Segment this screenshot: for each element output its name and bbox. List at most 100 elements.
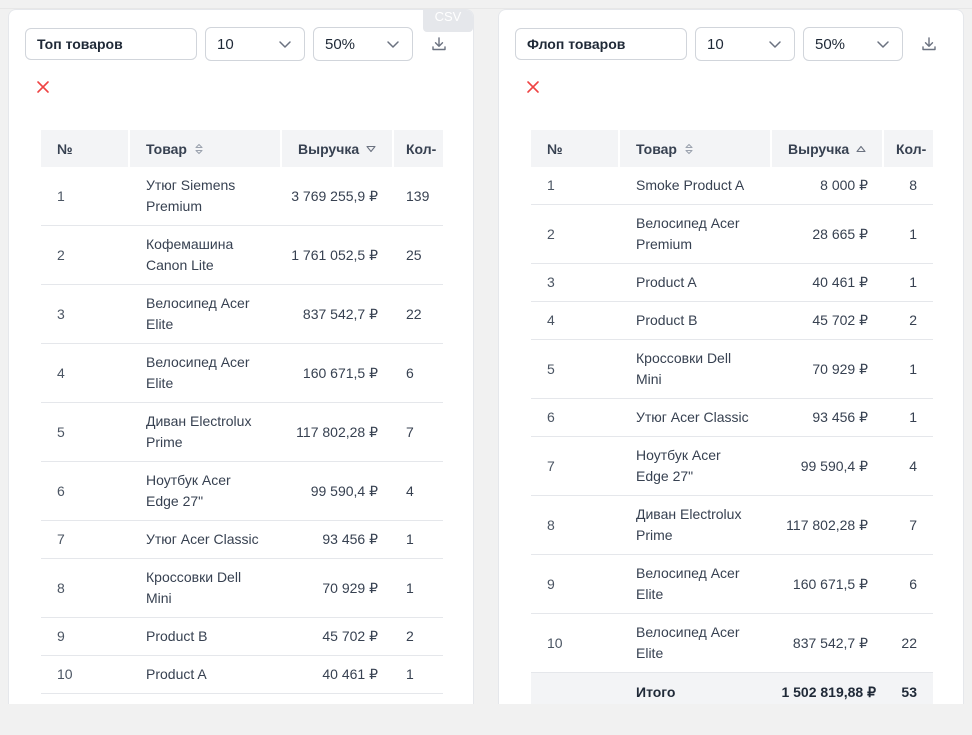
table-row[interactable]: 9 Product B 45 702 ₽2 xyxy=(41,618,443,656)
revenue-value: 837 542,7 ₽ xyxy=(772,614,884,673)
quantity-value: 1 xyxy=(394,521,443,559)
percent-select[interactable]: 50% xyxy=(803,27,903,61)
row-number: 5 xyxy=(41,403,130,462)
product-name: Утюг Acer Classic xyxy=(130,521,282,559)
row-number: 3 xyxy=(531,264,620,302)
table-row[interactable]: 4 Product B 45 702 ₽2 xyxy=(531,302,933,340)
remove-widget-button[interactable] xyxy=(35,79,51,95)
row-number: 9 xyxy=(41,618,130,656)
table-row[interactable]: 6 Ноутбук Acer Edge 27" 99 590,4 ₽4 xyxy=(41,462,443,521)
table-row[interactable]: 7 Ноутбук Acer Edge 27" 99 590,4 ₽4 xyxy=(531,437,933,496)
revenue-value: 160 671,5 ₽ xyxy=(282,344,394,403)
download-csv-button[interactable] xyxy=(425,32,453,56)
sort-icon xyxy=(195,143,203,154)
quantity-value: 1 xyxy=(394,559,443,618)
count-select[interactable]: 10 xyxy=(695,27,795,61)
bottom-bar xyxy=(0,704,972,735)
revenue-value: 3 769 255,9 ₽ xyxy=(282,167,394,226)
revenue-value: 837 542,7 ₽ xyxy=(282,285,394,344)
percent-select[interactable]: 50% xyxy=(313,27,413,61)
close-icon xyxy=(527,81,539,93)
table-row[interactable]: 8 Диван Electrolux Prime 117 802,28 ₽7 xyxy=(531,496,933,555)
row-number: 4 xyxy=(41,344,130,403)
product-name: Ноутбук Acer Edge 27" xyxy=(130,462,282,521)
table-row[interactable]: 8 Кроссовки Dell Mini 70 929 ₽1 xyxy=(41,559,443,618)
revenue-value: 40 461 ₽ xyxy=(772,264,884,302)
chevron-down-icon xyxy=(387,41,399,48)
table-row[interactable]: 2 Велосипед Acer Premium 28 665 ₽1 xyxy=(531,205,933,264)
top-products-table: № Товар Выручка Кол- 1 Утюг Siemens Premi… xyxy=(41,130,443,694)
column-header-quantity[interactable]: Кол- xyxy=(394,130,443,167)
table-header-row: № Товар Выручка Кол- xyxy=(531,130,933,167)
column-header-quantity[interactable]: Кол- xyxy=(884,130,933,167)
row-number: 8 xyxy=(41,559,130,618)
percent-select-value: 50% xyxy=(815,35,846,53)
quantity-value: 7 xyxy=(394,403,443,462)
download-icon xyxy=(922,37,936,51)
table-row[interactable]: 3 Велосипед Acer Elite 837 542,7 ₽22 xyxy=(41,285,443,344)
table-total-row: Итого 1 502 819,88 ₽ 53 xyxy=(531,673,933,704)
row-number: 6 xyxy=(41,462,130,521)
revenue-value: 70 929 ₽ xyxy=(282,559,394,618)
revenue-value: 40 461 ₽ xyxy=(282,656,394,694)
table-row[interactable]: 5 Кроссовки Dell Mini 70 929 ₽1 xyxy=(531,340,933,399)
column-header-product[interactable]: Товар xyxy=(620,130,772,167)
table-row[interactable]: 2 Кофемашина Canon Lite 1 761 052,5 ₽25 xyxy=(41,226,443,285)
count-select-value: 10 xyxy=(217,35,234,53)
quantity-value: 1 xyxy=(884,205,933,264)
total-revenue: 1 502 819,88 ₽ xyxy=(772,673,884,704)
quantity-value: 6 xyxy=(394,344,443,403)
product-name: Утюг Siemens Premium xyxy=(130,167,282,226)
download-icon xyxy=(432,37,446,51)
quantity-value: 1 xyxy=(884,340,933,399)
row-number: 10 xyxy=(41,656,130,694)
table-row[interactable]: 10 Product A 40 461 ₽1 xyxy=(41,656,443,694)
product-name: Кроссовки Dell Mini xyxy=(130,559,282,618)
column-header-revenue[interactable]: Выручка xyxy=(282,130,394,167)
table-row[interactable]: 7 Утюг Acer Classic 93 456 ₽1 xyxy=(41,521,443,559)
product-name: Диван Electrolux Prime xyxy=(620,496,772,555)
revenue-value: 45 702 ₽ xyxy=(282,618,394,656)
product-name: Утюг Acer Classic xyxy=(620,399,772,437)
table-row[interactable]: 10 Велосипед Acer Elite 837 542,7 ₽22 xyxy=(531,614,933,673)
count-select-value: 10 xyxy=(707,35,724,53)
count-select[interactable]: 10 xyxy=(205,27,305,61)
revenue-value: 28 665 ₽ xyxy=(772,205,884,264)
product-name: Кроссовки Dell Mini xyxy=(620,340,772,399)
revenue-value: 117 802,28 ₽ xyxy=(282,403,394,462)
remove-widget-button[interactable] xyxy=(525,79,541,95)
column-header-revenue[interactable]: Выручка xyxy=(772,130,884,167)
quantity-value: 7 xyxy=(884,496,933,555)
row-number: 2 xyxy=(531,205,620,264)
table-row[interactable]: 9 Велосипед Acer Elite 160 671,5 ₽6 xyxy=(531,555,933,614)
column-header-revenue-label: Выручка xyxy=(788,140,850,157)
product-name: Product B xyxy=(620,302,772,340)
total-label: Итого xyxy=(620,673,772,704)
table-row[interactable]: 5 Диван Electrolux Prime 117 802,28 ₽7 xyxy=(41,403,443,462)
download-csv-button[interactable] xyxy=(915,32,943,56)
quantity-value: 25 xyxy=(394,226,443,285)
percent-select-value: 50% xyxy=(325,35,356,53)
top-divider xyxy=(0,0,972,9)
revenue-value: 8 000 ₽ xyxy=(772,167,884,205)
quantity-value: 6 xyxy=(884,555,933,614)
quantity-value: 22 xyxy=(884,614,933,673)
top-products-table-container[interactable]: № Товар Выручка Кол- 1 Утюг Siemens Premi… xyxy=(41,130,443,704)
row-number: 4 xyxy=(531,302,620,340)
revenue-value: 99 590,4 ₽ xyxy=(282,462,394,521)
table-row[interactable]: 1 Утюг Siemens Premium 3 769 255,9 ₽139 xyxy=(41,167,443,226)
column-header-product[interactable]: Товар xyxy=(130,130,282,167)
sort-icon xyxy=(685,143,693,154)
table-row[interactable]: 6 Утюг Acer Classic 93 456 ₽1 xyxy=(531,399,933,437)
table-row[interactable]: 4 Велосипед Acer Elite 160 671,5 ₽6 xyxy=(41,344,443,403)
widget-title-input[interactable] xyxy=(515,28,687,60)
revenue-value: 117 802,28 ₽ xyxy=(772,496,884,555)
widget-title-input[interactable] xyxy=(25,28,197,60)
product-name: Велосипед Acer Premium xyxy=(620,205,772,264)
table-row[interactable]: 3 Product A 40 461 ₽1 xyxy=(531,264,933,302)
